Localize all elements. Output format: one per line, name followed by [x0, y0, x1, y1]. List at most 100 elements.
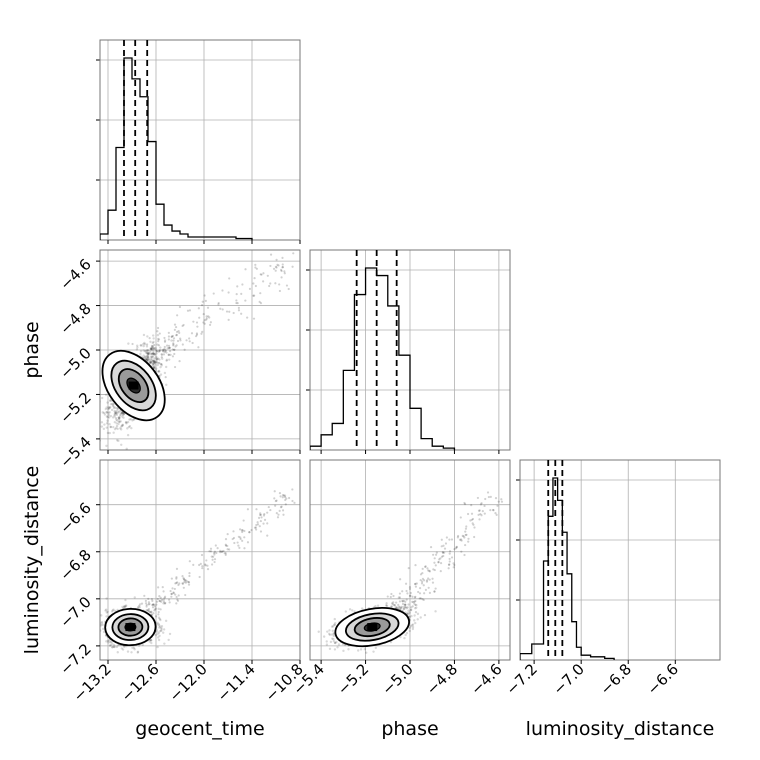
sample-point	[235, 293, 238, 296]
sample-point	[208, 316, 211, 319]
sample-point	[246, 541, 250, 544]
sample-point	[363, 648, 367, 651]
sample-point	[100, 622, 103, 625]
sample-point	[216, 547, 219, 550]
sample-point	[398, 592, 402, 595]
sample-point	[143, 341, 146, 345]
sample-point	[389, 640, 393, 644]
sample-point	[133, 596, 136, 599]
sample-point	[113, 409, 116, 413]
sample-point	[158, 349, 161, 352]
sample-point	[152, 352, 155, 356]
sample-point	[158, 595, 161, 598]
sample-point	[172, 339, 175, 342]
sample-point	[411, 625, 415, 629]
sample-point	[167, 338, 170, 341]
histogram-phase	[310, 250, 456, 450]
sample-point	[336, 646, 339, 649]
sample-point	[176, 339, 180, 343]
sample-point	[283, 494, 287, 497]
sample-point	[444, 542, 448, 545]
sample-point	[480, 514, 483, 517]
sample-point	[393, 604, 397, 607]
sample-point	[399, 635, 402, 639]
sample-point	[153, 366, 156, 370]
sample-point	[390, 605, 393, 608]
sample-point	[111, 403, 115, 406]
sample-point	[156, 363, 159, 367]
sample-point	[122, 416, 125, 419]
sample-point	[406, 606, 409, 609]
sample-point	[116, 407, 120, 410]
sample-point	[151, 345, 154, 348]
sample-point	[434, 564, 437, 567]
sample-point	[139, 350, 143, 353]
sample-point	[394, 605, 397, 609]
sample-point	[406, 612, 409, 615]
sample-point	[213, 560, 216, 564]
sample-point	[221, 550, 224, 553]
sample-point	[202, 312, 205, 316]
sample-point	[145, 609, 148, 612]
sample-point	[112, 645, 116, 649]
sample-point	[428, 569, 431, 572]
sample-point	[175, 567, 179, 571]
sample-point	[244, 268, 247, 271]
sample-point	[257, 516, 261, 519]
sample-point	[209, 321, 212, 324]
sample-point	[281, 496, 284, 499]
sample-point	[150, 598, 153, 601]
sample-point	[105, 411, 108, 414]
sample-point	[168, 347, 171, 350]
sample-point	[113, 413, 116, 417]
sample-point	[168, 358, 171, 361]
sample-point	[399, 606, 403, 610]
sample-point	[211, 558, 214, 561]
sample-point	[256, 523, 260, 526]
sample-point	[170, 339, 173, 342]
sample-point	[145, 356, 148, 359]
sample-point	[275, 258, 278, 261]
sample-point	[232, 536, 236, 540]
sample-point	[119, 411, 123, 415]
sample-point	[447, 567, 450, 570]
sample-point	[105, 406, 108, 409]
sample-point	[182, 576, 185, 580]
sample-point	[152, 350, 155, 353]
sample-point	[466, 512, 470, 516]
sample-point	[124, 604, 128, 607]
sample-point	[146, 351, 149, 354]
sample-point	[240, 312, 243, 315]
sample-point	[156, 330, 159, 333]
sample-point	[278, 283, 281, 286]
sample-point	[113, 427, 117, 431]
sample-point	[141, 643, 144, 647]
sample-point	[181, 582, 185, 585]
sample-point	[172, 591, 175, 594]
sample-point	[410, 608, 413, 611]
sample-point	[143, 343, 147, 346]
sample-point	[155, 357, 158, 360]
sample-point	[413, 596, 417, 599]
sample-point	[200, 303, 204, 307]
sample-point	[172, 337, 176, 340]
sample-point	[157, 338, 161, 341]
sample-point	[168, 346, 172, 349]
sample-point	[128, 424, 132, 428]
sample-point	[467, 540, 470, 543]
sample-point	[460, 538, 463, 541]
density-phase-geocent_time	[100, 252, 295, 450]
sample-point	[255, 528, 258, 531]
sample-point	[96, 628, 98, 630]
sample-point	[405, 607, 408, 610]
sample-point	[165, 359, 168, 362]
sample-point	[486, 491, 490, 494]
sample-point	[395, 601, 398, 604]
sample-point	[479, 503, 483, 506]
sample-point	[441, 551, 445, 554]
sample-point	[215, 551, 218, 555]
sample-point	[115, 426, 118, 430]
sample-point	[124, 421, 128, 424]
sample-point	[175, 602, 178, 605]
sample-point	[120, 424, 124, 428]
